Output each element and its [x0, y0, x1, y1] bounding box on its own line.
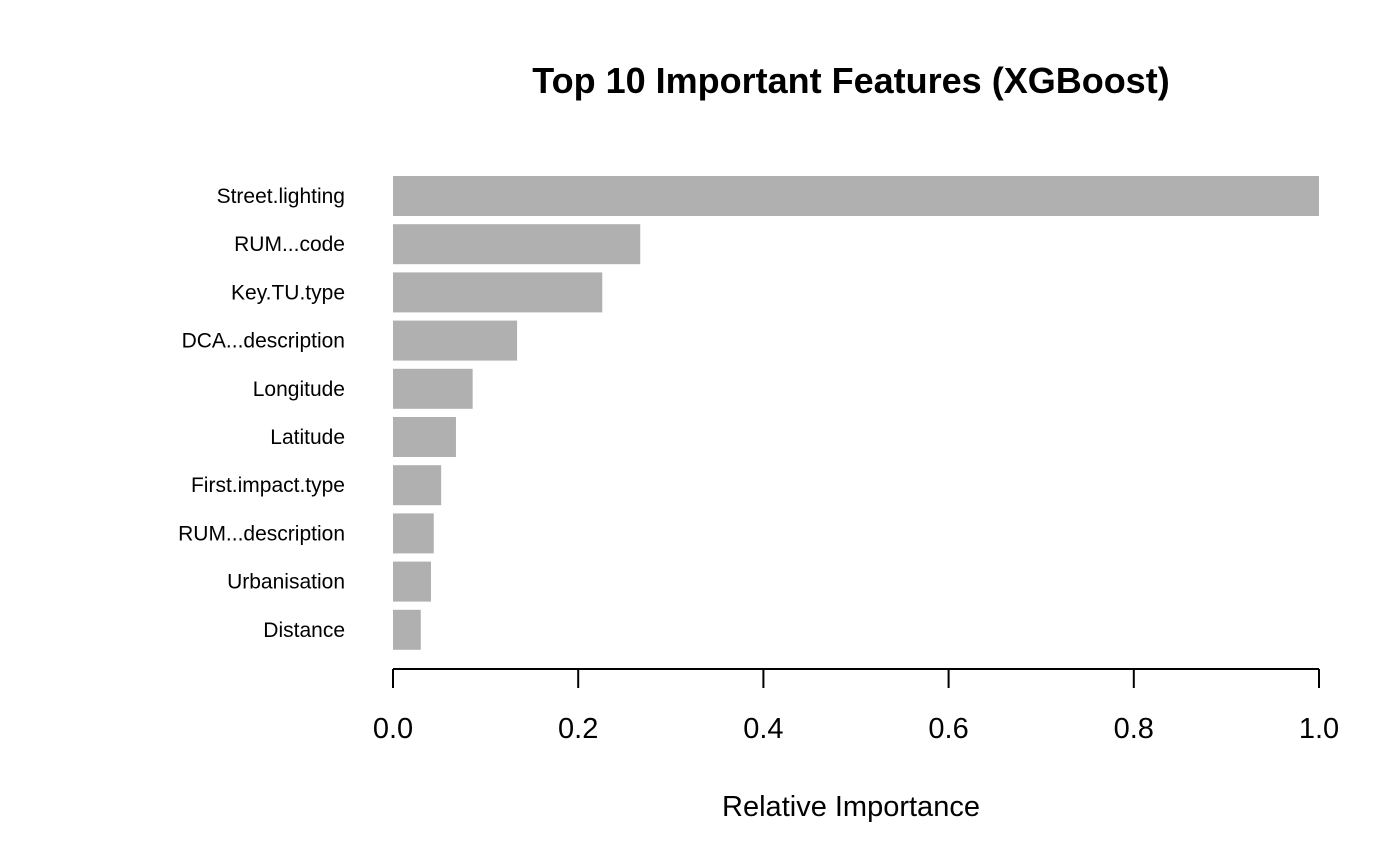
category-label: Distance: [263, 619, 345, 642]
x-axis: 0.0 0.2 0.4 0.6 0.8 1.0: [373, 668, 1339, 745]
x-tick-label: 0.6: [928, 713, 968, 745]
category-label: Latitude: [270, 426, 345, 449]
category-label: RUM...description: [178, 522, 345, 545]
bar-distance: [393, 609, 421, 650]
category-label: Urbanisation: [227, 571, 345, 594]
bars-group: [393, 176, 1319, 650]
bar-key-tu-type: [393, 272, 603, 313]
bar-longitude: [393, 368, 473, 409]
x-tick-label: 0.4: [743, 713, 783, 745]
bar-rum-description: [393, 513, 434, 554]
category-label: Key.TU.type: [231, 281, 345, 304]
category-label: RUM...code: [234, 233, 345, 256]
x-tick-label: 1.0: [1299, 713, 1339, 745]
bar-first-impact-type: [393, 465, 442, 506]
bar-street-lighting: [393, 176, 1319, 216]
category-label: DCA...description: [182, 330, 345, 353]
x-tick-label: 0.8: [1114, 713, 1154, 745]
category-label: Street.lighting: [217, 185, 345, 208]
category-label: Longitude: [253, 378, 345, 401]
bar-urbanisation: [393, 561, 431, 602]
category-label: First.impact.type: [191, 474, 345, 497]
bar-dca-description: [393, 320, 518, 361]
x-tick-label: 0.2: [558, 713, 598, 745]
category-labels: Street.lighting RUM...code Key.TU.type DCA.…: [178, 185, 345, 642]
x-tick-label: 0.0: [373, 713, 413, 745]
bar-rum-code: [393, 224, 641, 265]
x-axis-label: Relative Importance: [722, 791, 980, 823]
bar-latitude: [393, 417, 456, 457]
chart-title: Top 10 Important Features (XGBoost): [532, 60, 1169, 101]
